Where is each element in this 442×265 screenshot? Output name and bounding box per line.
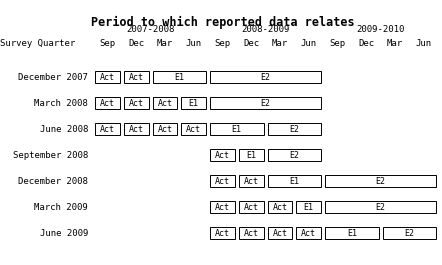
Bar — [124, 123, 149, 135]
Text: Act: Act — [215, 176, 230, 186]
Text: E2: E2 — [289, 125, 299, 134]
Bar — [296, 201, 321, 213]
Text: Jun: Jun — [301, 38, 316, 47]
Bar — [267, 149, 321, 161]
Text: E2: E2 — [260, 99, 271, 108]
Text: Survey Quarter: Survey Quarter — [0, 38, 75, 47]
Bar — [210, 97, 321, 109]
Bar — [95, 71, 120, 83]
Bar — [210, 227, 235, 239]
Bar — [95, 123, 120, 135]
Text: Dec: Dec — [243, 38, 259, 47]
Text: June 2008: June 2008 — [40, 125, 88, 134]
Text: E1: E1 — [232, 125, 242, 134]
Bar — [267, 175, 321, 187]
Text: E1: E1 — [246, 151, 256, 160]
Bar — [152, 123, 177, 135]
Text: Mar: Mar — [387, 38, 403, 47]
Bar — [210, 149, 235, 161]
Bar — [181, 123, 206, 135]
Bar — [239, 175, 263, 187]
Bar — [325, 201, 436, 213]
Text: Act: Act — [129, 99, 144, 108]
Text: December 2008: December 2008 — [18, 176, 88, 186]
Text: Jun: Jun — [186, 38, 202, 47]
Bar — [239, 201, 263, 213]
Bar — [325, 227, 378, 239]
Bar — [210, 71, 321, 83]
Text: March 2009: March 2009 — [34, 202, 88, 211]
Text: E1: E1 — [189, 99, 198, 108]
Text: Jun: Jun — [415, 38, 432, 47]
Text: E1: E1 — [304, 202, 314, 211]
Bar — [267, 123, 321, 135]
Bar — [325, 175, 436, 187]
Bar — [95, 97, 120, 109]
Bar — [239, 227, 263, 239]
Text: E2: E2 — [289, 151, 299, 160]
Text: E1: E1 — [174, 73, 184, 82]
Bar — [124, 97, 149, 109]
Bar — [152, 71, 206, 83]
Text: Mar: Mar — [157, 38, 173, 47]
Bar — [267, 201, 292, 213]
Text: E1: E1 — [347, 228, 357, 237]
Text: Dec: Dec — [128, 38, 144, 47]
Text: Act: Act — [157, 99, 172, 108]
Text: Act: Act — [244, 176, 259, 186]
Text: March 2008: March 2008 — [34, 99, 88, 108]
Bar — [210, 201, 235, 213]
Bar — [296, 227, 321, 239]
Bar — [382, 227, 436, 239]
Text: Act: Act — [244, 228, 259, 237]
Bar — [210, 123, 263, 135]
Text: Act: Act — [100, 125, 115, 134]
Bar — [239, 149, 263, 161]
Text: 2009-2010: 2009-2010 — [356, 25, 405, 34]
Text: Act: Act — [215, 151, 230, 160]
Text: June 2009: June 2009 — [40, 228, 88, 237]
Bar — [152, 97, 177, 109]
Text: September 2008: September 2008 — [13, 151, 88, 160]
Text: Act: Act — [157, 125, 172, 134]
Text: Act: Act — [244, 202, 259, 211]
Text: E1: E1 — [289, 176, 299, 186]
Text: E2: E2 — [404, 228, 414, 237]
Text: 2007-2008: 2007-2008 — [126, 25, 175, 34]
Text: December 2007: December 2007 — [18, 73, 88, 82]
Text: Act: Act — [301, 228, 316, 237]
Text: Act: Act — [186, 125, 201, 134]
Text: Mar: Mar — [272, 38, 288, 47]
Bar — [267, 227, 292, 239]
Bar — [210, 175, 235, 187]
Text: Act: Act — [215, 202, 230, 211]
Text: Sep: Sep — [214, 38, 230, 47]
Text: Act: Act — [100, 73, 115, 82]
Text: Sep: Sep — [329, 38, 346, 47]
Text: Act: Act — [272, 228, 287, 237]
Text: Act: Act — [129, 125, 144, 134]
Text: Act: Act — [272, 202, 287, 211]
Bar — [181, 97, 206, 109]
Text: 2008-2009: 2008-2009 — [241, 25, 290, 34]
Text: Act: Act — [100, 99, 115, 108]
Text: E2: E2 — [376, 202, 385, 211]
Text: Dec: Dec — [358, 38, 374, 47]
Text: Act: Act — [129, 73, 144, 82]
Text: Act: Act — [215, 228, 230, 237]
Text: E2: E2 — [260, 73, 271, 82]
Text: Sep: Sep — [99, 38, 115, 47]
Bar — [124, 71, 149, 83]
Text: Period to which reported data relates: Period to which reported data relates — [91, 16, 355, 29]
Text: E2: E2 — [376, 176, 385, 186]
